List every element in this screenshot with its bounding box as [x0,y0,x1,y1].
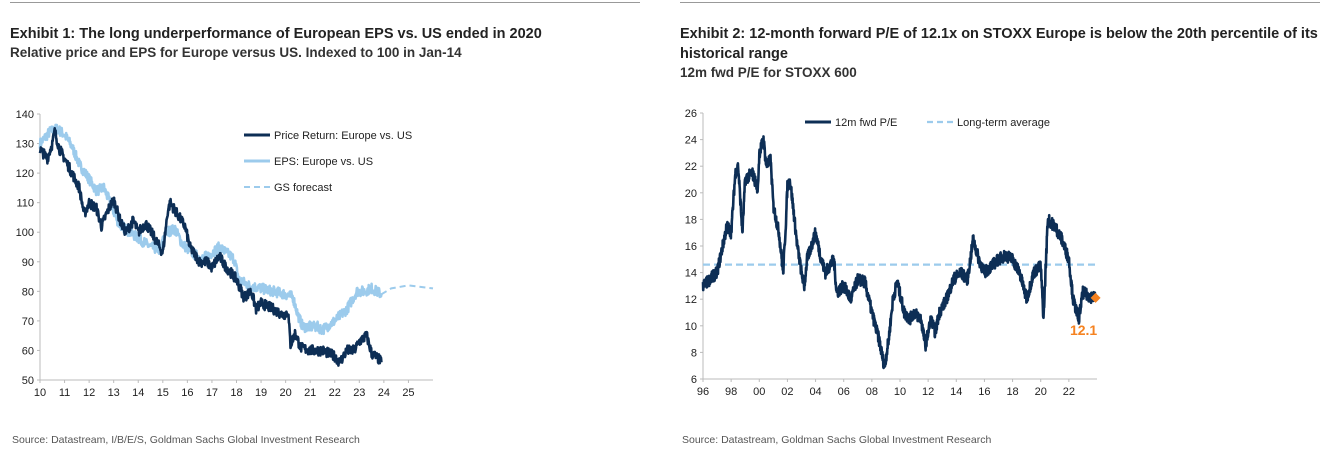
x-tick-label: 10 [894,386,906,398]
y-tick-label: 14 [685,268,697,280]
chart-title: Exhibit 1: The long underperformance of … [10,26,542,42]
x-tick-label: 12 [83,387,95,399]
x-tick-label: 11 [59,387,70,399]
series-line-gs-forecast [380,284,434,296]
x-tick-label: 17 [206,387,218,399]
x-tick-label: 00 [753,386,765,398]
x-tick-label: 18 [230,387,242,399]
y-tick-label: 80 [22,286,34,298]
x-tick-label: 13 [108,387,120,399]
exhibit-2-panel: Exhibit 2: 12-month forward P/E of 12.1x… [670,0,1330,456]
y-tick-label: 10 [685,321,697,333]
y-tick-label: 16 [685,241,697,253]
legend-label: Long-term average [957,117,1050,129]
series-line-price-return-europe-vs-us [38,127,383,367]
x-tick-label: 15 [157,387,169,399]
exhibit-1-title: Exhibit 1: The long underperformance of … [10,24,640,62]
x-tick-label: 18 [1006,386,1018,398]
x-tick-label: 04 [809,386,821,398]
exhibit-2-chart: 6 8 10 12 14 16 18 20 22 24 26 96 98 00 02 04 06 08 10 12 14… [685,108,1101,398]
chart-subtitle: Relative price and EPS for Europe versus… [10,45,462,60]
chart-subtitle: 12m fwd P/E for STOXX 600 [680,65,857,80]
x-tick-label: 14 [950,386,962,398]
chart-source: Source: Datastream, I/B/E/S, Goldman Sac… [12,434,360,446]
legend-label: GS forecast [274,182,332,194]
y-tick-label: 26 [685,108,697,120]
x-tick-label: 23 [353,387,365,399]
series-line-12m-fwd-p-e [701,135,1097,370]
latest-value-label: 12.1 [1070,322,1097,338]
exhibit-2-title: Exhibit 2: 12-month forward P/E of 12.1x… [680,24,1320,82]
x-tick-label: 06 [838,386,850,398]
y-tick-label: 120 [16,168,34,180]
y-tick-label: 70 [22,316,34,328]
exhibit-1-panel: Exhibit 1: The long underperformance of … [0,0,650,456]
legend-label: Price Return: Europe vs. US [274,130,412,142]
y-tick-label: 130 [16,139,34,151]
chart-title: Exhibit 2: 12-month forward P/E of 12.1x… [680,26,1318,62]
latest-value-marker [1090,292,1101,303]
y-tick-label: 60 [22,345,34,357]
y-tick-label: 12 [685,294,697,306]
y-tick-label: 22 [685,161,697,173]
x-tick-label: 98 [725,386,737,398]
divider [680,2,1320,3]
legend-label: 12m fwd P/E [835,117,897,129]
x-tick-label: 20 [280,387,292,399]
x-tick-label: 22 [1063,386,1075,398]
x-tick-label: 24 [378,387,390,399]
x-tick-label: 08 [866,386,878,398]
y-tick-label: 8 [691,347,697,359]
y-tick-label: 24 [685,135,697,147]
legend-label: EPS: Europe vs. US [274,156,373,168]
chart-source: Source: Datastream, Goldman Sachs Global… [682,434,992,446]
y-tick-label: 140 [16,109,34,121]
x-tick-label: 22 [329,387,341,399]
x-tick-label: 12 [922,386,934,398]
x-tick-label: 96 [697,386,709,398]
x-tick-label: 19 [255,387,267,399]
x-tick-label: 20 [1035,386,1047,398]
y-tick-label: 100 [16,227,34,239]
x-tick-label: 21 [304,387,316,399]
x-tick-label: 10 [34,387,46,399]
x-tick-label: 25 [402,387,414,399]
y-tick-label: 90 [22,257,34,269]
y-tick-label: 6 [691,374,697,386]
divider [10,2,640,3]
y-tick-label: 110 [16,198,34,210]
x-tick-label: 16 [978,386,990,398]
y-tick-label: 18 [685,214,697,226]
series-line-eps-europe-vs-us [38,123,383,336]
x-tick-label: 02 [781,386,793,398]
y-tick-label: 50 [22,375,34,387]
x-tick-label: 14 [132,387,144,399]
y-tick-label: 20 [685,188,697,200]
exhibit-1-chart: 50 60 70 80 90 100 110 120 130 140 10 11 12 13 14 15 16 1… [16,109,434,399]
x-tick-label: 16 [181,387,193,399]
